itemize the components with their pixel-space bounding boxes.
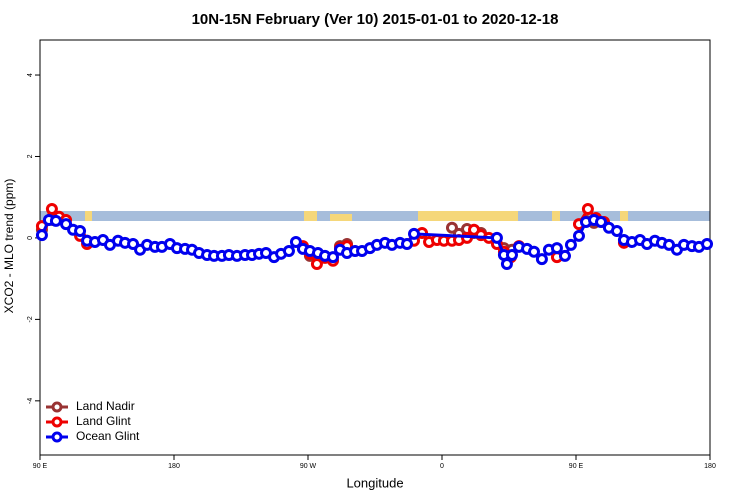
- legend-label: Ocean Glint: [76, 429, 140, 443]
- data-point: [45, 203, 58, 216]
- data-point: [550, 242, 563, 255]
- legend-label: Land Glint: [76, 414, 131, 428]
- data-point: [500, 257, 513, 270]
- data-point: [445, 221, 458, 234]
- legend-marker: [51, 401, 63, 413]
- data-point: [408, 227, 421, 240]
- data-point: [701, 238, 714, 251]
- y-tick-label: 0: [27, 236, 34, 240]
- data-point: [535, 253, 548, 266]
- data-point: [595, 216, 608, 229]
- data-point: [74, 225, 87, 238]
- x-tick-label: 0: [440, 463, 444, 470]
- data-point: [289, 236, 302, 249]
- data-point: [401, 238, 414, 251]
- data-point: [564, 238, 577, 251]
- y-tick-label: 4: [27, 73, 34, 77]
- data-point: [581, 203, 594, 216]
- y-axis-label: XCO2 - MLO trend (ppm): [2, 179, 16, 314]
- data-point: [327, 251, 340, 264]
- y-tick-label: 2: [27, 154, 34, 158]
- x-tick-label: 90 E: [569, 463, 584, 470]
- legend-label: Land Nadir: [76, 399, 135, 413]
- data-point: [282, 244, 295, 257]
- x-tick-label: 180: [704, 463, 716, 470]
- data-point: [505, 249, 518, 262]
- x-axis-label: Longitude: [346, 475, 403, 490]
- data-point: [610, 225, 623, 238]
- data-point: [572, 229, 585, 242]
- x-tick-label: 180: [168, 463, 180, 470]
- data-point: [310, 257, 323, 270]
- data-point: [558, 249, 571, 262]
- chart-title: 10N-15N February (Ver 10) 2015-01-01 to …: [192, 11, 559, 28]
- x-tick-label: 90 W: [300, 463, 317, 470]
- y-tick-label: -2: [27, 316, 34, 322]
- data-point: [490, 231, 503, 244]
- legend-marker: [51, 416, 63, 428]
- land-ocean-strip: [40, 211, 710, 221]
- data-point: [49, 214, 62, 227]
- legend-marker: [51, 431, 63, 443]
- data-point: [35, 229, 48, 242]
- y-tick-label: -4: [27, 398, 34, 404]
- x-tick-label: 90 E: [33, 463, 48, 470]
- data-point: [528, 245, 541, 258]
